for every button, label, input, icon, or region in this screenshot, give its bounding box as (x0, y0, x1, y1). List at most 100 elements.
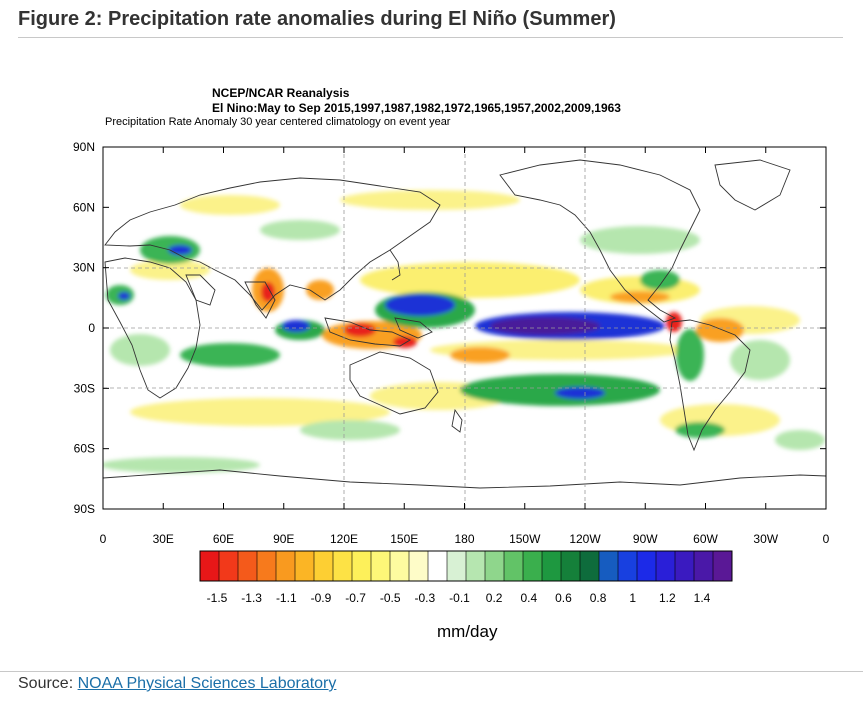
anomaly-patch (130, 398, 390, 426)
anomaly-patch (610, 291, 670, 303)
colorbar-labels: -1.5 -1.3 -1.1 -0.9 -0.7 -0.5 -0.3 -0.1 0.2 0.4 0.… (207, 591, 711, 605)
anomaly-patch (775, 430, 825, 450)
anomaly-patch (360, 262, 580, 298)
anomaly-patch (180, 343, 280, 367)
colorbar-swatch (409, 551, 429, 581)
anomaly-patch (696, 318, 744, 342)
colorbar-swatch (637, 551, 657, 581)
lat-tick-label: 60N (73, 200, 95, 214)
anomaly-patch (260, 220, 340, 240)
colorbar-swatch (656, 551, 676, 581)
anomaly-patch (306, 280, 334, 300)
anomaly-patch (450, 347, 510, 363)
anomaly-patch (580, 226, 700, 254)
colorbar-swatch (295, 551, 315, 581)
lon-tick-label: 60E (213, 532, 234, 546)
anomaly-patch (730, 340, 790, 380)
lon-tick-label: 120E (330, 532, 358, 546)
axis-ticks (102, 146, 827, 510)
colorbar-outline (199, 550, 733, 582)
colorbar-swatch (200, 551, 220, 581)
colorbar-swatch (390, 551, 410, 581)
anomaly-patch (344, 323, 376, 337)
colorbar-label: -0.1 (449, 591, 470, 605)
lon-tick-label: 60W (693, 532, 718, 546)
lon-tick-label: 30E (153, 532, 174, 546)
colorbar-swatch (580, 551, 600, 581)
source-link[interactable]: NOAA Physical Sciences Laboratory (77, 675, 337, 692)
anomaly-patch (168, 245, 192, 255)
lat-tick-label: 30N (73, 261, 95, 275)
colorbar-swatch (466, 551, 486, 581)
lon-tick-label: 120W (569, 532, 601, 546)
colorbar-label: -0.7 (345, 591, 366, 605)
anomaly-patch (103, 457, 260, 473)
colorbar-swatch (485, 551, 505, 581)
anomaly-patch (555, 387, 605, 399)
lat-tick-label: 60S (74, 442, 95, 456)
lon-tick-label: 150E (390, 532, 418, 546)
anomaly-patch (118, 292, 130, 300)
lon-tick-label: 90E (273, 532, 294, 546)
source-prefix: Source: (18, 675, 78, 692)
colorbar-swatch (276, 551, 296, 581)
anomaly-patch (340, 190, 520, 210)
colorbar-swatch (352, 551, 372, 581)
lon-tick-label: 150W (509, 532, 541, 546)
colorbar-label: -1.5 (207, 591, 228, 605)
colorbar-label: -0.5 (380, 591, 401, 605)
colorbar-swatch (238, 551, 258, 581)
lat-tick-label: 0 (88, 321, 95, 335)
source-divider (0, 671, 863, 672)
colorbar-swatch (257, 551, 277, 581)
colorbar-label: -1.3 (241, 591, 262, 605)
anomaly-patch (393, 336, 417, 348)
colorbar-label: 1 (629, 591, 636, 605)
source-line: Source: NOAA Physical Sciences Laborator… (18, 675, 336, 693)
colorbar-swatch (447, 551, 467, 581)
anomaly-patch (110, 334, 170, 366)
anomaly-patch (676, 329, 704, 381)
colorbar-swatch (561, 551, 581, 581)
lat-tick-label: 90N (73, 140, 95, 154)
lon-tick-label: 180 (454, 532, 474, 546)
colorbar-swatch (713, 551, 733, 581)
anomaly-patch (282, 320, 310, 332)
colorbar-label: 0.4 (520, 591, 537, 605)
graticule (103, 147, 826, 509)
title-divider (18, 37, 843, 38)
colorbar-label: -1.1 (276, 591, 297, 605)
lon-axis-labels: 0 30E 60E 90E 120E 150E 180 150W 120W 90W 60W 30W 0 (100, 532, 830, 546)
lat-tick-label: 90S (74, 502, 95, 516)
colorbar-swatch (428, 551, 448, 581)
anomaly-patch (640, 270, 680, 290)
colorbar-swatch (504, 551, 524, 581)
colorbar-label: -0.3 (415, 591, 436, 605)
anomaly-patch (490, 317, 600, 335)
colorbar-swatch (542, 551, 562, 581)
anomaly-patch (300, 420, 400, 440)
anomaly-patch (261, 282, 275, 302)
lat-tick-label: 30S (74, 381, 95, 395)
colorbar-swatch (618, 551, 638, 581)
map-title: NCEP/NCAR Reanalysis (212, 86, 350, 100)
map-subtitle: Precipitation Rate Anomaly 30 year cente… (105, 116, 451, 128)
figure-title: Figure 2: Precipitation rate anomalies d… (18, 8, 616, 30)
lon-tick-label: 90W (633, 532, 658, 546)
colorbar-swatch (523, 551, 543, 581)
colorbar-label: 0.8 (590, 591, 607, 605)
anomaly-patch (385, 294, 455, 316)
colorbar-swatch (314, 551, 334, 581)
lon-tick-label: 0 (100, 532, 107, 546)
colorbar-swatch (333, 551, 353, 581)
colorbar-label: -0.9 (311, 591, 332, 605)
anomaly-patch (180, 195, 280, 215)
colorbar-swatch (599, 551, 619, 581)
colorbar-label: 0.2 (486, 591, 503, 605)
colorbar-swatch (694, 551, 714, 581)
colorbar-units: mm/day (437, 622, 498, 641)
colorbar (199, 550, 733, 582)
lat-axis-labels: 90N 60N 30N 0 30S 60S 90S (73, 140, 95, 516)
lon-tick-label: 30W (753, 532, 778, 546)
